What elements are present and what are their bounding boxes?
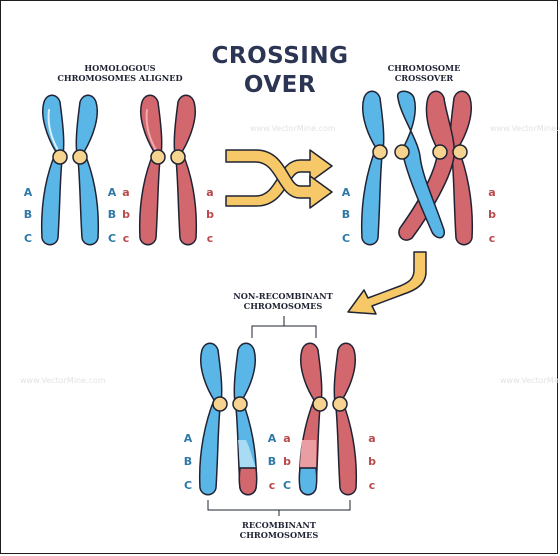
allele-A: A <box>268 432 277 445</box>
allele-a: a <box>368 432 375 445</box>
recombinant-bracket <box>207 500 351 516</box>
alleles-bottom: A B C A B c a b C a b c <box>184 432 376 492</box>
label-nonrecombinant-2: CHROMOSOMES <box>244 301 323 311</box>
allele-A: A <box>24 186 33 199</box>
allele-B: B <box>24 208 32 221</box>
allele-C: C <box>342 232 350 245</box>
allele-C: C <box>24 232 32 245</box>
down-left-arrow-icon <box>347 251 427 315</box>
allele-b: b <box>488 208 496 221</box>
title-line-2: OVER <box>244 72 316 98</box>
nonrecombinant-bracket <box>251 316 317 338</box>
allele-c: c <box>207 232 214 245</box>
watermark: www.VectorMine.com <box>20 376 106 385</box>
allele-B: B <box>108 208 116 221</box>
allele-A: A <box>184 432 193 445</box>
label-crossover-2: CROSSOVER <box>395 73 454 83</box>
allele-C: C <box>184 479 192 492</box>
watermarks: www.VectorMine.com www.VectorMine.com ww… <box>20 124 560 385</box>
red-recombinant-chromosome <box>298 342 358 496</box>
allele-a: a <box>206 186 213 199</box>
allele-a: a <box>283 432 290 445</box>
title-line-1: CROSSING <box>212 43 349 69</box>
allele-c: c <box>369 479 376 492</box>
watermark: www.VectorMine.com <box>500 376 560 385</box>
allele-A: A <box>342 186 351 199</box>
alleles-top-left: A B C A B C a b c a b c <box>24 186 214 245</box>
allele-C: C <box>108 232 116 245</box>
allele-c: c <box>489 232 496 245</box>
allele-c: c <box>123 232 130 245</box>
allele-B: B <box>184 455 192 468</box>
allele-B: B <box>342 208 350 221</box>
label-recombinant-1: RECOMBINANT <box>242 520 317 530</box>
blue-chromosome-aligned <box>40 94 100 246</box>
watermark: www.VectorMine.com <box>490 124 560 133</box>
label-homologous-1: HOMOLOGOUS <box>84 63 155 73</box>
allele-B: B <box>268 455 276 468</box>
label-crossover-1: CHROMOSOME <box>388 63 461 73</box>
allele-c: c <box>269 479 276 492</box>
label-recombinant-2: CHROMOSOMES <box>240 530 319 540</box>
allele-b: b <box>122 208 130 221</box>
allele-a: a <box>488 186 495 199</box>
allele-A: A <box>108 186 117 199</box>
alleles-top-right: A B C a b c <box>342 186 496 245</box>
allele-a: a <box>122 186 129 199</box>
crossover-chromosomes <box>360 90 474 246</box>
label-nonrecombinant-1: NON-RECOMBINANT <box>233 291 333 301</box>
red-chromosome-aligned <box>138 94 198 246</box>
allele-b: b <box>368 455 376 468</box>
blue-recombinant-chromosome <box>198 342 258 496</box>
allele-b: b <box>206 208 214 221</box>
allele-b: b <box>283 455 291 468</box>
watermark: www.VectorMine.com <box>250 124 336 133</box>
allele-C: C <box>283 479 291 492</box>
label-homologous-2: CHROMOSOMES ALIGNED <box>57 73 182 83</box>
crossing-arrows-icon <box>225 149 333 209</box>
